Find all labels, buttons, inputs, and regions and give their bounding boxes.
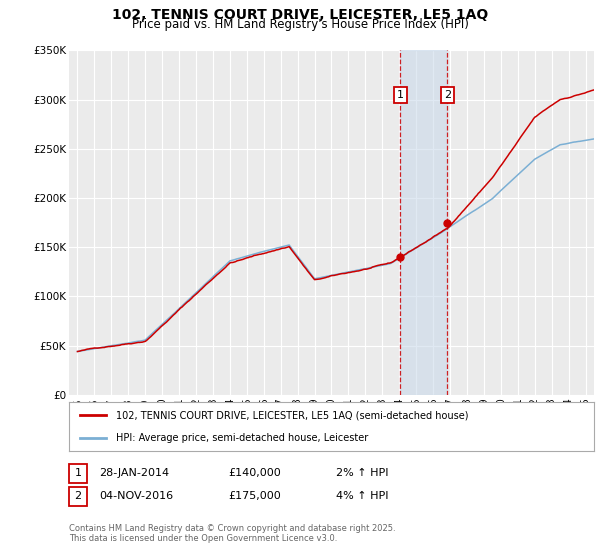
Text: 28-JAN-2014: 28-JAN-2014 bbox=[99, 468, 169, 478]
Text: 2: 2 bbox=[444, 90, 451, 100]
Bar bbox=[400, 50, 448, 395]
Text: £140,000: £140,000 bbox=[228, 468, 281, 478]
Text: 2% ↑ HPI: 2% ↑ HPI bbox=[336, 468, 389, 478]
Text: HPI: Average price, semi-detached house, Leicester: HPI: Average price, semi-detached house,… bbox=[116, 433, 368, 444]
Text: 2: 2 bbox=[74, 491, 82, 501]
Text: 102, TENNIS COURT DRIVE, LEICESTER, LE5 1AQ (semi-detached house): 102, TENNIS COURT DRIVE, LEICESTER, LE5 … bbox=[116, 410, 469, 421]
Text: £175,000: £175,000 bbox=[228, 491, 281, 501]
Text: 1: 1 bbox=[74, 468, 82, 478]
Text: 4% ↑ HPI: 4% ↑ HPI bbox=[336, 491, 389, 501]
Text: Contains HM Land Registry data © Crown copyright and database right 2025.
This d: Contains HM Land Registry data © Crown c… bbox=[69, 524, 395, 543]
Text: 102, TENNIS COURT DRIVE, LEICESTER, LE5 1AQ: 102, TENNIS COURT DRIVE, LEICESTER, LE5 … bbox=[112, 8, 488, 22]
Text: Price paid vs. HM Land Registry's House Price Index (HPI): Price paid vs. HM Land Registry's House … bbox=[131, 18, 469, 31]
Text: 1: 1 bbox=[397, 90, 404, 100]
Text: 04-NOV-2016: 04-NOV-2016 bbox=[99, 491, 173, 501]
